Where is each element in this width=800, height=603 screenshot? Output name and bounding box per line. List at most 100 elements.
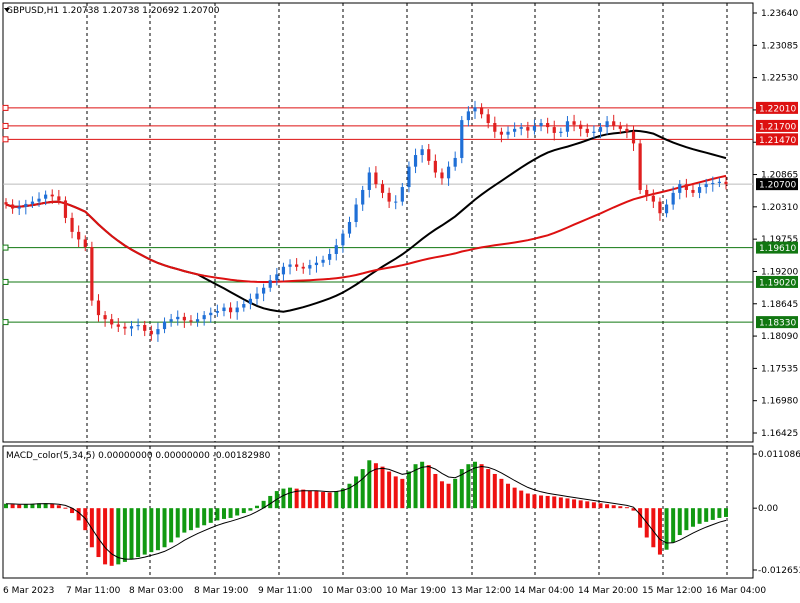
candle-body	[546, 123, 550, 128]
price-tick-label: 1.18090	[761, 332, 798, 342]
level-handle[interactable]	[2, 136, 9, 143]
macd-hist-bar	[360, 469, 365, 509]
candle-body	[724, 181, 728, 185]
price-tick-label: 1.19200	[761, 267, 798, 277]
macd-hist-bar	[96, 508, 101, 558]
candle-body	[4, 202, 8, 205]
level-price-box	[756, 101, 798, 114]
candle-body	[638, 143, 642, 190]
macd-hist-bar	[545, 495, 550, 509]
candle-body	[413, 155, 418, 167]
macd-hist-bar	[248, 508, 253, 511]
macd-hist-bar	[162, 508, 167, 548]
candle-body	[420, 149, 424, 156]
macd-hist-bar	[76, 508, 81, 521]
macd-hist-bar	[188, 508, 193, 531]
candle-body	[288, 264, 292, 267]
macd-hist-bar	[334, 491, 339, 509]
candle-body	[361, 189, 365, 205]
level-handle[interactable]	[2, 244, 9, 251]
candle-body	[592, 131, 596, 133]
price-tick-label: 1.16980	[761, 397, 798, 407]
chart-dropdown-icon[interactable]	[4, 8, 10, 12]
macd-hist-bar	[578, 500, 583, 509]
macd-signal-line	[5, 465, 727, 560]
macd-hist-bar	[565, 498, 570, 509]
candle-body	[57, 196, 61, 201]
macd-hist-bar	[393, 476, 398, 509]
level-handle[interactable]	[2, 122, 9, 129]
macd-hist-bar	[605, 504, 610, 509]
level-price-box	[756, 316, 798, 329]
time-label: 7 Mar 11:00	[66, 586, 121, 596]
macd-hist-bar	[314, 491, 319, 509]
candle-body	[44, 194, 48, 199]
macd-hist-bar	[23, 504, 28, 509]
macd-hist-bar	[142, 508, 147, 555]
candle-body	[354, 204, 358, 222]
level-handle[interactable]	[2, 319, 9, 326]
candle-body	[129, 326, 134, 329]
macd-hist-bar	[486, 469, 491, 509]
macd-hist-bar	[10, 504, 15, 509]
macd-hist-bar	[129, 508, 134, 560]
level-handle[interactable]	[2, 104, 9, 111]
price-tick-label: 1.23640	[761, 9, 798, 19]
candle-body	[407, 166, 411, 188]
candle-body	[559, 131, 563, 133]
price-tick-label: 1.20865	[761, 171, 798, 181]
candle-body	[704, 184, 708, 188]
candle-body	[466, 111, 470, 121]
candle-body	[295, 264, 299, 267]
candle-body	[658, 201, 662, 214]
candle-body	[625, 128, 629, 132]
moving-average-slow	[5, 129, 727, 313]
macd-hist-bar	[70, 508, 75, 514]
level-handle[interactable]	[2, 278, 9, 285]
candle-body	[374, 172, 378, 185]
level-price-label: 1.21700	[759, 122, 796, 132]
macd-hist-bar	[697, 508, 702, 524]
macd-tick-label: -0.0126537	[758, 566, 800, 576]
candle-body	[11, 204, 15, 209]
level-price-box	[756, 275, 798, 288]
macd-hist-bar	[122, 508, 127, 562]
macd-hist-bar	[301, 489, 306, 509]
candle-body	[691, 189, 695, 193]
macd-hist-bar	[4, 503, 8, 509]
macd-hist-bar	[116, 508, 121, 565]
candle-body	[539, 123, 543, 126]
macd-hist-bar	[506, 483, 511, 509]
candle-body	[612, 121, 616, 126]
macd-hist-bar	[532, 494, 537, 509]
macd-hist-bar	[255, 505, 260, 509]
time-label: 16 Mar 04:00	[706, 586, 766, 596]
macd-hist-bar	[671, 508, 676, 543]
macd-hist-bar	[591, 502, 596, 509]
price-tick-label: 1.23085	[761, 41, 798, 51]
time-label: 15 Mar 12:00	[642, 586, 702, 596]
candle-body	[77, 231, 81, 240]
indicator-pane-frame	[2, 445, 754, 579]
candle-body	[513, 128, 517, 132]
candle-body	[585, 128, 589, 133]
candle-body	[110, 319, 114, 325]
macd-hist-bar	[651, 508, 656, 548]
candle-body	[50, 194, 54, 197]
macd-hist-bar	[241, 508, 246, 514]
candle-body	[394, 201, 398, 203]
macd-hist-bar	[169, 508, 174, 543]
macd-hist-bar	[380, 466, 385, 509]
candle-body	[90, 247, 94, 301]
macd-hist-bar	[684, 508, 689, 531]
macd-hist-bar	[321, 492, 326, 509]
macd-hist-bar	[690, 508, 695, 527]
macd-hist-bar	[704, 508, 709, 522]
candle-body	[37, 198, 41, 202]
level-price-box	[756, 241, 798, 254]
macd-hist-bar	[294, 488, 299, 509]
macd-hist-bar	[459, 469, 464, 509]
level-price-label: 1.22010	[759, 104, 796, 114]
